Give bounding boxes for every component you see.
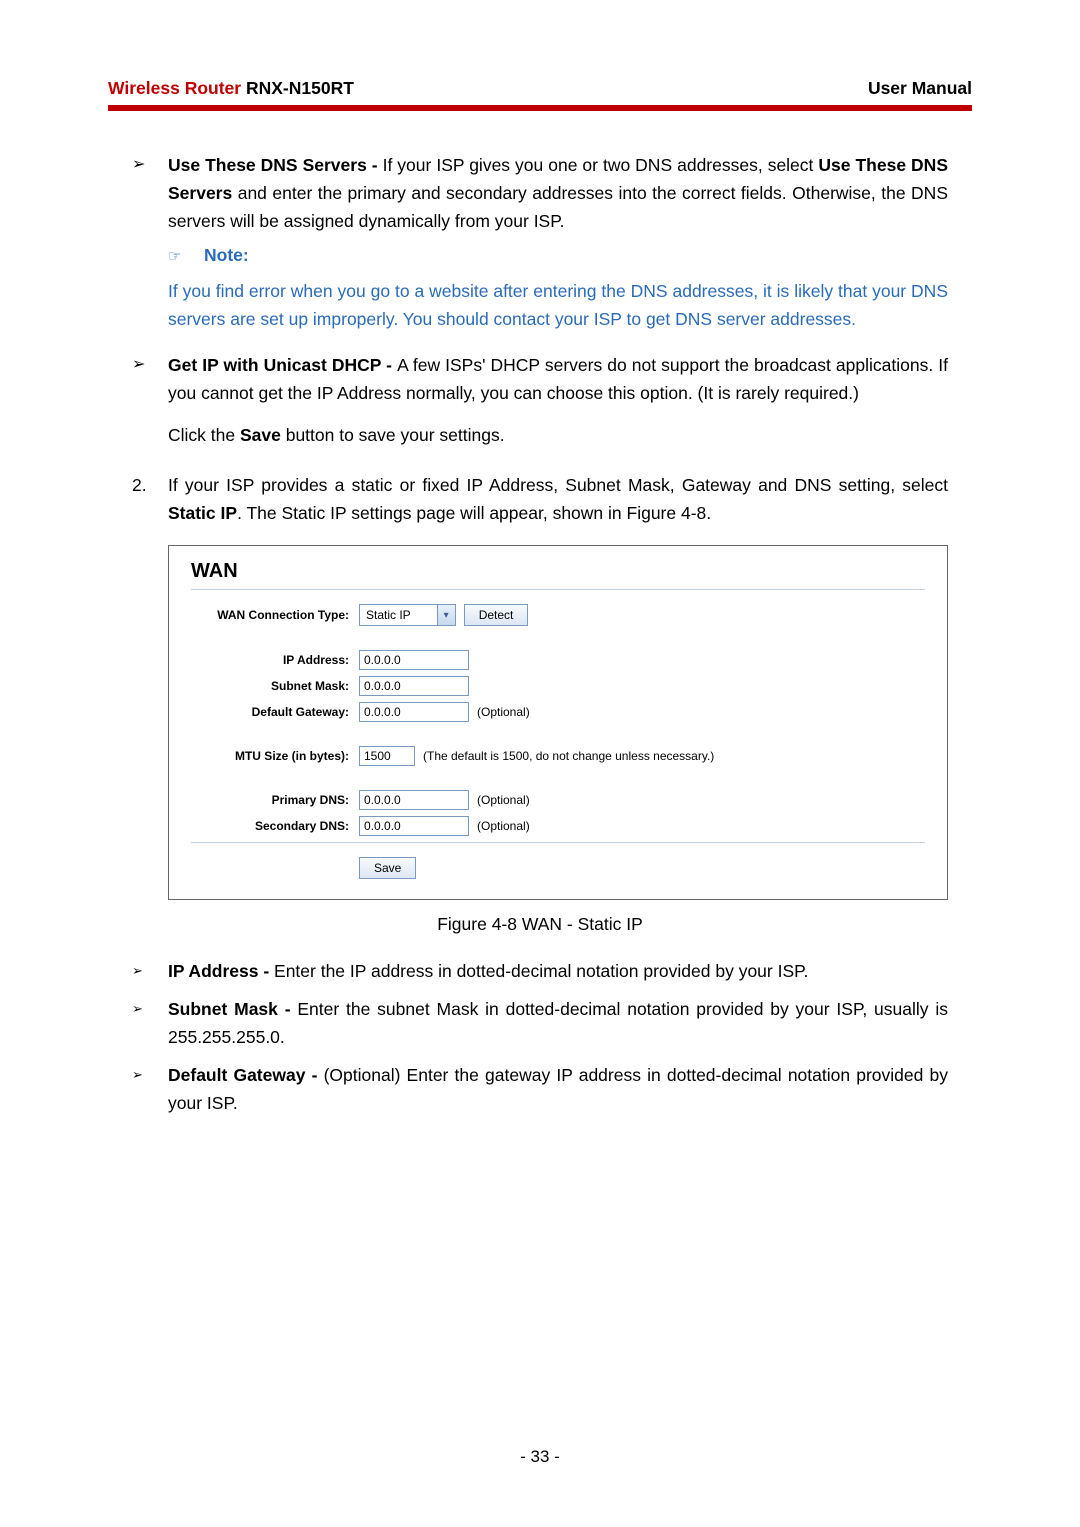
row-save: Save xyxy=(191,857,925,879)
default-gateway-input[interactable] xyxy=(359,702,469,722)
product-category: Wireless Router xyxy=(108,78,241,98)
bullet-body: IP Address - Enter the IP address in dot… xyxy=(168,957,948,985)
label-primary-dns: Primary DNS: xyxy=(191,793,359,807)
label-connection-type: WAN Connection Type: xyxy=(191,608,359,622)
bullet-icon: ➢ xyxy=(132,151,168,235)
term-unicast-dhcp: Get IP with Unicast DHCP - xyxy=(168,355,397,375)
divider xyxy=(191,842,925,843)
divider xyxy=(191,589,925,590)
subnet-mask-input[interactable] xyxy=(359,676,469,696)
wan-settings-panel: WAN WAN Connection Type: Static IP ▾ Det… xyxy=(168,545,948,900)
label-default-gateway: Default Gateway: xyxy=(191,705,359,719)
chevron-down-icon: ▾ xyxy=(437,605,455,625)
note-hand-icon: ☞ xyxy=(168,245,204,269)
bullet-icon: ➢ xyxy=(132,351,168,407)
save-button[interactable]: Save xyxy=(359,857,416,879)
detect-button[interactable]: Detect xyxy=(464,604,529,626)
bullet-icon: ➢ xyxy=(132,957,168,985)
header-right: User Manual xyxy=(868,78,972,99)
term-use-dns: Use These DNS Servers - xyxy=(168,155,383,175)
bullet-body: Default Gateway - (Optional) Enter the g… xyxy=(168,1061,948,1117)
step-number: 2. xyxy=(132,471,168,527)
page-content: ➢ Use These DNS Servers - If your ISP gi… xyxy=(108,151,972,1117)
wan-connection-type-select[interactable]: Static IP ▾ xyxy=(359,604,456,626)
hint-mtu: (The default is 1500, do not change unle… xyxy=(423,749,714,763)
save-paragraph: Click the Save button to save your setti… xyxy=(168,421,948,449)
bullet-unicast-dhcp: ➢ Get IP with Unicast DHCP - A few ISPs'… xyxy=(132,351,948,407)
header-left: Wireless Router RNX-N150RT xyxy=(108,78,354,99)
label-subnet-mask: Subnet Mask: xyxy=(191,679,359,693)
row-default-gateway: Default Gateway: (Optional) xyxy=(191,702,925,722)
label-secondary-dns: Secondary DNS: xyxy=(191,819,359,833)
bullet-body: Get IP with Unicast DHCP - A few ISPs' D… xyxy=(168,351,948,407)
ip-address-input[interactable] xyxy=(359,650,469,670)
step-body: If your ISP provides a static or fixed I… xyxy=(168,471,948,527)
label-ip-address: IP Address: xyxy=(191,653,359,667)
row-connection-type: WAN Connection Type: Static IP ▾ Detect xyxy=(191,604,925,626)
bullet-ip-address: ➢ IP Address - Enter the IP address in d… xyxy=(132,957,948,985)
note-block: ☞ Note: If you find error when you go to… xyxy=(168,245,948,333)
row-secondary-dns: Secondary DNS: (Optional) xyxy=(191,816,925,836)
bullet-body: Subnet Mask - Enter the subnet Mask in d… xyxy=(168,995,948,1051)
mtu-input[interactable] xyxy=(359,746,415,766)
primary-dns-input[interactable] xyxy=(359,790,469,810)
bullet-body: Use These DNS Servers - If your ISP give… xyxy=(168,151,948,235)
row-mtu: MTU Size (in bytes): (The default is 150… xyxy=(191,746,925,766)
page-header: Wireless Router RNX-N150RT User Manual xyxy=(108,78,972,111)
secondary-dns-input[interactable] xyxy=(359,816,469,836)
note-label: Note: xyxy=(204,245,249,269)
row-subnet-mask: Subnet Mask: xyxy=(191,676,925,696)
note-text: If you find error when you go to a websi… xyxy=(168,277,948,333)
bullet-icon: ➢ xyxy=(132,995,168,1051)
panel-title: WAN xyxy=(191,560,925,583)
product-model: RNX-N150RT xyxy=(241,78,354,98)
hint-optional: (Optional) xyxy=(477,793,530,807)
figure-caption: Figure 4-8 WAN - Static IP xyxy=(132,914,948,935)
row-ip-address: IP Address: xyxy=(191,650,925,670)
bullet-subnet-mask: ➢ Subnet Mask - Enter the subnet Mask in… xyxy=(132,995,948,1051)
bullet-default-gateway: ➢ Default Gateway - (Optional) Enter the… xyxy=(132,1061,948,1117)
select-value: Static IP xyxy=(360,608,437,622)
page-number: - 33 - xyxy=(0,1447,1080,1467)
row-primary-dns: Primary DNS: (Optional) xyxy=(191,790,925,810)
bullet-use-dns: ➢ Use These DNS Servers - If your ISP gi… xyxy=(132,151,948,235)
label-mtu: MTU Size (in bytes): xyxy=(191,749,359,763)
hint-optional: (Optional) xyxy=(477,819,530,833)
bullet-icon: ➢ xyxy=(132,1061,168,1117)
step-2: 2. If your ISP provides a static or fixe… xyxy=(132,471,948,527)
hint-optional: (Optional) xyxy=(477,705,530,719)
